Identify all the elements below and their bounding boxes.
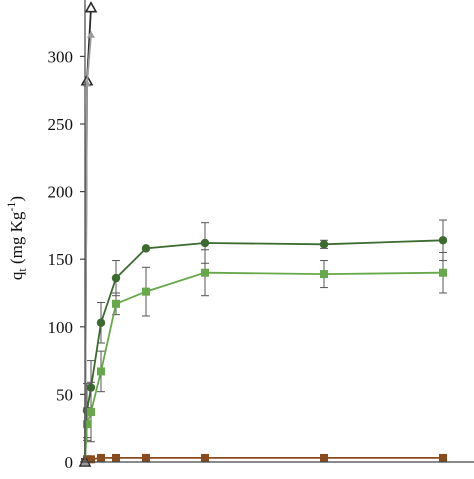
y-axis-title-unit: (mg Kg: [7, 211, 26, 268]
series-0: [81, 220, 447, 466]
y-tick-label: 100: [48, 318, 74, 337]
data-point: [97, 319, 105, 327]
y-axis-title-superscript: -1: [4, 202, 18, 212]
data-point: [201, 269, 209, 277]
data-point: [439, 454, 447, 462]
data-point: [86, 3, 96, 12]
y-tick-label: 0: [65, 453, 74, 472]
data-point: [112, 300, 120, 308]
data-point: [112, 274, 120, 282]
data-point: [83, 420, 91, 428]
data-point: [439, 269, 447, 277]
series-1: [81, 250, 447, 466]
data-point: [201, 454, 209, 462]
series-line: [85, 273, 443, 462]
plot-marks: [80, 3, 447, 466]
y-tick-label: 150: [48, 250, 74, 269]
data-point: [97, 367, 105, 375]
y-axis-title: qt (mg Kg-1): [4, 196, 29, 280]
y-axis: 0 50 100 150 200 250 300: [48, 0, 474, 472]
y-tick-label: 50: [56, 385, 73, 404]
data-point: [87, 31, 95, 38]
data-point: [320, 240, 328, 248]
data-point: [142, 288, 150, 296]
y-tick-label: 300: [48, 47, 74, 66]
data-point: [320, 270, 328, 278]
data-point: [201, 239, 209, 247]
data-point: [142, 244, 150, 252]
data-point: [320, 454, 328, 462]
y-axis-title-close: ): [7, 196, 26, 202]
data-point: [112, 454, 120, 462]
data-point: [142, 454, 150, 462]
data-point: [87, 408, 95, 416]
y-tick-label: 250: [48, 115, 74, 134]
series-line: [85, 458, 443, 462]
data-point: [439, 236, 447, 244]
y-tick-label: 200: [48, 183, 74, 202]
data-point: [97, 454, 105, 462]
series-2: [81, 454, 447, 466]
